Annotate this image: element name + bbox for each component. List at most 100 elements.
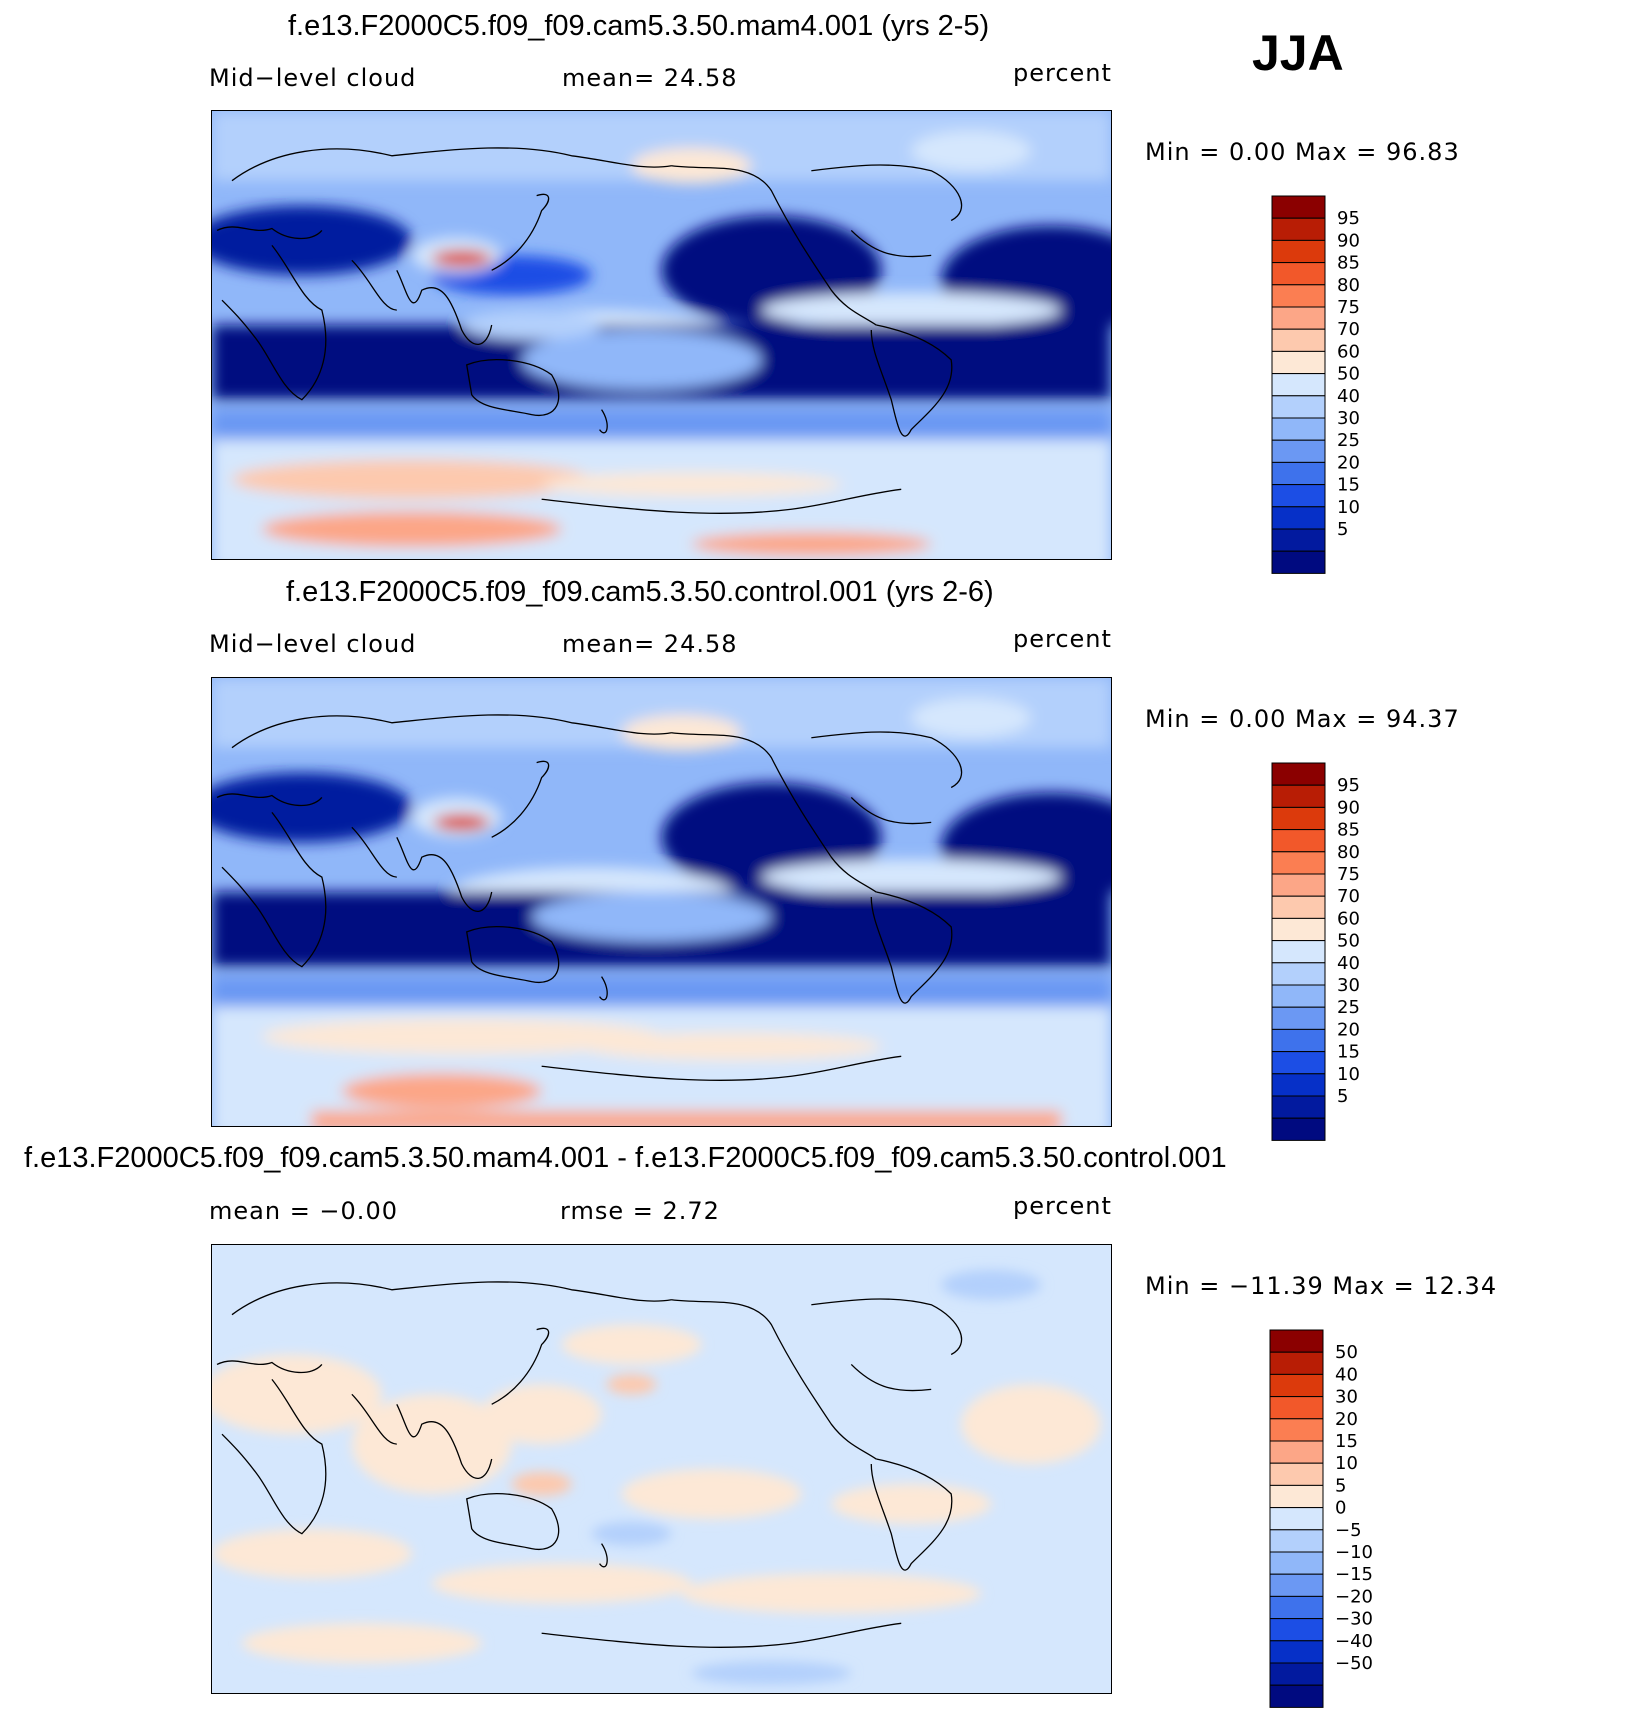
panel1-mean-label: mean= 24.58 (562, 64, 738, 92)
panel3-title: f.e13.F2000C5.f09_f09.cam5.3.50.mam4.001… (24, 1142, 1227, 1174)
panel2-units-label: percent (1013, 625, 1112, 653)
panel2-minmax: Min = 0.00 Max = 94.37 (1145, 705, 1460, 733)
colorbar-box (1271, 195, 1326, 219)
colorbar-label: 0 (1335, 1498, 1346, 1519)
colorbar-box (1271, 284, 1326, 308)
panel1-colorbar: 95 90 85 80 75 70 60 50 40 30 25 20 15 10 5 (1271, 195, 1442, 574)
colorbar-label: −40 (1335, 1631, 1373, 1652)
colorbar-label: 30 (1337, 408, 1360, 429)
panel2-map (211, 677, 1112, 1127)
colorbar-box (1271, 1006, 1326, 1030)
colorbar-box (1271, 1073, 1326, 1097)
colorbar-label: 95 (1337, 775, 1360, 796)
colorbar-box (1271, 528, 1326, 552)
colorbar-box (1269, 1595, 1324, 1620)
colorbar-box (1271, 350, 1326, 375)
panel1-coastlines (216, 147, 963, 514)
colorbar-label: 85 (1337, 253, 1360, 274)
colorbar-box (1269, 1462, 1324, 1486)
colorbar-label: 25 (1337, 997, 1360, 1018)
panel1-minmax: Min = 0.00 Max = 96.83 (1145, 138, 1460, 166)
colorbar-box (1269, 1573, 1324, 1597)
colorbar-label: 40 (1335, 1364, 1358, 1385)
colorbar-box (1271, 217, 1326, 241)
colorbar-label: 75 (1337, 864, 1360, 885)
colorbar-box (1269, 1329, 1324, 1353)
colorbar-box (1271, 262, 1326, 286)
panel3-colorbar: 50 40 30 20 15 10 5 0 −5 −10 −15 −20 −30 −40 −50 (1269, 1329, 1440, 1708)
colorbar-label: 70 (1337, 319, 1360, 340)
colorbar-box (1271, 306, 1326, 330)
colorbar-label: −5 (1335, 1520, 1362, 1541)
panel1-units-label: percent (1013, 59, 1112, 87)
colorbar-label: 50 (1337, 364, 1360, 385)
colorbar-label: 15 (1337, 475, 1360, 496)
panel3-mean-label: mean = −0.00 (209, 1197, 398, 1225)
panel1-title: f.e13.F2000C5.f09_f09.cam5.3.50.mam4.001… (288, 10, 990, 42)
colorbar-label: 70 (1337, 886, 1360, 907)
colorbar-label: 90 (1337, 230, 1360, 251)
colorbar-label: 20 (1335, 1409, 1358, 1430)
colorbar-box (1271, 984, 1326, 1008)
colorbar-box (1269, 1684, 1324, 1708)
colorbar-box (1271, 940, 1326, 964)
panel3-difference-field (212, 1245, 1111, 1693)
colorbar-box (1271, 461, 1326, 486)
panel3-coastlines (216, 1281, 963, 1648)
colorbar-label: 60 (1337, 908, 1360, 929)
colorbar-box (1271, 1117, 1326, 1141)
colorbar-box (1269, 1484, 1324, 1509)
colorbar-label: 10 (1337, 1064, 1360, 1085)
colorbar-label: 20 (1337, 1019, 1360, 1040)
colorbar-label: 50 (1337, 931, 1360, 952)
colorbar-box (1271, 373, 1326, 397)
colorbar-label: 5 (1337, 1086, 1348, 1107)
colorbar-box (1271, 328, 1326, 352)
colorbar-box (1271, 550, 1326, 574)
colorbar-label: 40 (1337, 386, 1360, 407)
colorbar-box (1269, 1640, 1324, 1664)
colorbar-box (1271, 1028, 1326, 1053)
colorbar-label: −20 (1335, 1586, 1373, 1607)
colorbar-label: 95 (1337, 208, 1360, 229)
colorbar-box (1269, 1618, 1324, 1642)
colorbar-label: 85 (1337, 820, 1360, 841)
panel2-variable-label: Mid−level cloud (209, 630, 417, 658)
colorbar-label: 40 (1337, 953, 1360, 974)
colorbar-box (1269, 1507, 1324, 1531)
colorbar-box (1269, 1418, 1324, 1442)
colorbar-box (1269, 1396, 1324, 1420)
colorbar-box (1269, 1551, 1324, 1575)
colorbar-box (1271, 484, 1326, 508)
colorbar-label: 5 (1335, 1475, 1346, 1496)
panel3-units-label: percent (1013, 1192, 1112, 1220)
colorbar-label: 30 (1337, 975, 1360, 996)
colorbar-box (1271, 762, 1326, 786)
colorbar-box (1269, 1529, 1324, 1553)
colorbar-box (1271, 239, 1326, 264)
colorbar-box (1269, 1662, 1324, 1686)
colorbar-label: −10 (1335, 1542, 1373, 1563)
colorbar-label: −30 (1335, 1609, 1373, 1630)
colorbar-label: 30 (1335, 1387, 1358, 1408)
panel3-minmax: Min = −11.39 Max = 12.34 (1145, 1272, 1498, 1300)
panel2-cloud-field (212, 678, 1111, 1126)
colorbar-label: 60 (1337, 341, 1360, 362)
colorbar-label: 15 (1337, 1042, 1360, 1063)
panel3-map (211, 1244, 1112, 1694)
colorbar-label: −15 (1335, 1564, 1373, 1585)
colorbar-label: 50 (1335, 1342, 1358, 1363)
colorbar-box (1271, 829, 1326, 853)
panel1-map (211, 110, 1112, 560)
colorbar-box (1269, 1440, 1324, 1464)
colorbar-box (1271, 439, 1326, 463)
colorbar-label: 15 (1335, 1431, 1358, 1452)
colorbar-box (1271, 851, 1326, 875)
colorbar-box (1271, 806, 1326, 831)
colorbar-box (1271, 1095, 1326, 1119)
colorbar-label: 75 (1337, 297, 1360, 318)
colorbar-box (1271, 417, 1326, 441)
panel2-title: f.e13.F2000C5.f09_f09.cam5.3.50.control.… (286, 576, 994, 608)
colorbar-label: −50 (1335, 1653, 1373, 1674)
panel2-mean-label: mean= 24.58 (562, 630, 738, 658)
